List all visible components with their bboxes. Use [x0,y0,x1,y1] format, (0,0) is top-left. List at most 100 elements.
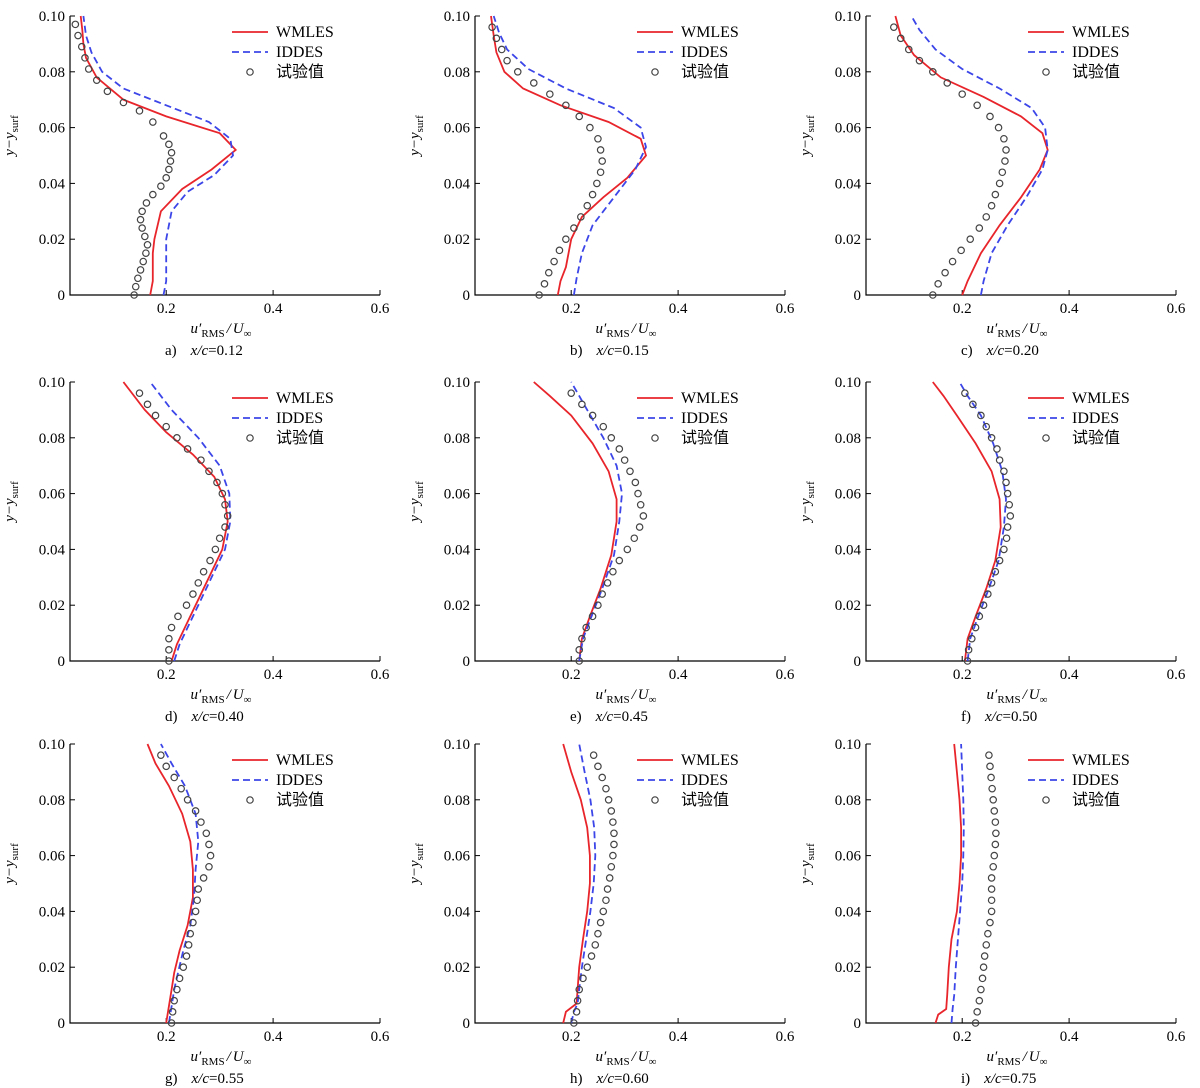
y-tick-label: 0.06 [835,849,862,865]
data-point [957,246,965,255]
series-experiment [961,389,1015,665]
data-point [135,389,144,397]
data-point [582,623,590,632]
data-point [588,411,597,420]
y-axis-label: y−ysurf [2,843,21,886]
data-point [992,829,1000,838]
x-axis-label: u′RMS / U∞ [987,687,1048,706]
y-tick-label: 0.02 [444,960,470,976]
data-point [988,784,996,793]
subplot-g: 0.2 0.4 0.6 0 0.02 0.04 0.06 0.08 0.10 WMLES IDDES… [2,737,390,1087]
data-point [497,45,506,54]
data-point [578,634,586,643]
data-point [1000,134,1008,143]
y-tick-label: 0.08 [835,65,861,81]
data-point [588,612,597,621]
data-point [987,885,996,893]
x-tick-label: 0.4 [669,667,688,683]
data-point [610,840,618,849]
data-point [529,79,538,87]
data-point [182,601,191,610]
data-point [173,985,181,994]
data-point [550,257,558,266]
data-point [583,963,592,972]
x-tick-label: 0.2 [157,1029,176,1045]
legend-exp-label: 试验值 [1072,791,1120,809]
series-wmles-line [932,381,1002,662]
data-point [987,874,996,882]
y-tick-label: 0 [854,654,862,670]
data-point [626,467,634,476]
y-tick-label: 0.04 [39,542,66,558]
y-tick-label: 0.02 [444,598,470,614]
x-tick-label: 0.6 [776,667,795,683]
data-point [575,112,584,121]
data-point [197,818,205,826]
data-point [1003,523,1012,531]
y-tick-label: 0.04 [835,176,862,192]
data-point [609,851,617,860]
data-point [134,274,142,283]
y-tick-label: 0 [463,288,471,304]
series-iddes-line [958,381,1007,662]
data-point [578,400,586,409]
data-point [151,411,160,420]
y-tick-label: 0.06 [835,487,862,503]
series-wmles-line [533,381,618,662]
data-point [221,523,229,531]
data-point [555,246,564,255]
data-point [623,545,632,554]
data-point [81,54,89,62]
data-point [929,291,937,299]
data-point [989,795,998,804]
data-point [948,257,957,266]
x-axis-label: u′RMS / U∞ [191,687,252,706]
legend-exp-label: 试验值 [276,429,324,447]
series-iddes-line [82,15,234,296]
x-tick-label: 0.6 [1167,667,1186,683]
subplot-caption: f) x/c=0.50 [961,709,1037,725]
legend-iddes-label: IDDES [681,772,728,789]
data-point [573,996,582,1005]
data-point [984,929,992,938]
x-tick-label: 0.6 [371,1029,390,1045]
series-wmles-line [562,743,591,1024]
data-point [995,456,1004,464]
legend-exp-marker [1042,796,1050,804]
data-point [141,232,149,241]
data-point [994,123,1003,132]
data-point [631,478,640,487]
data-point [570,224,578,232]
data-point [92,76,101,84]
data-point [975,612,984,621]
data-point [586,123,594,132]
data-point [589,751,598,759]
legend-exp-label: 试验值 [681,791,729,809]
legend-exp-label: 试验值 [276,791,324,809]
y-tick-label: 0.06 [444,487,471,503]
legend-exp-label: 试验值 [681,429,729,447]
data-point [1003,489,1012,498]
series-experiment [889,23,1010,299]
data-point [610,829,618,838]
legend-exp-marker [651,68,659,76]
y-tick-label: 0.02 [39,598,65,614]
data-point [168,1008,177,1016]
data-point [191,807,200,815]
data-point [159,132,168,140]
data-point [205,840,213,849]
y-axis-label: y−ysurf [407,843,426,886]
y-tick-label: 0.04 [39,176,66,192]
data-point [603,885,612,893]
data-point [193,896,202,905]
series-experiment [570,751,618,1027]
data-point [607,433,616,442]
data-point [170,996,179,1005]
series-iddes-line [149,381,232,662]
series-iddes-line [910,15,1049,296]
y-tick-label: 0.04 [444,904,471,920]
data-point [189,918,197,927]
data-point [607,862,616,871]
data-point [973,101,981,110]
data-point [215,534,224,543]
